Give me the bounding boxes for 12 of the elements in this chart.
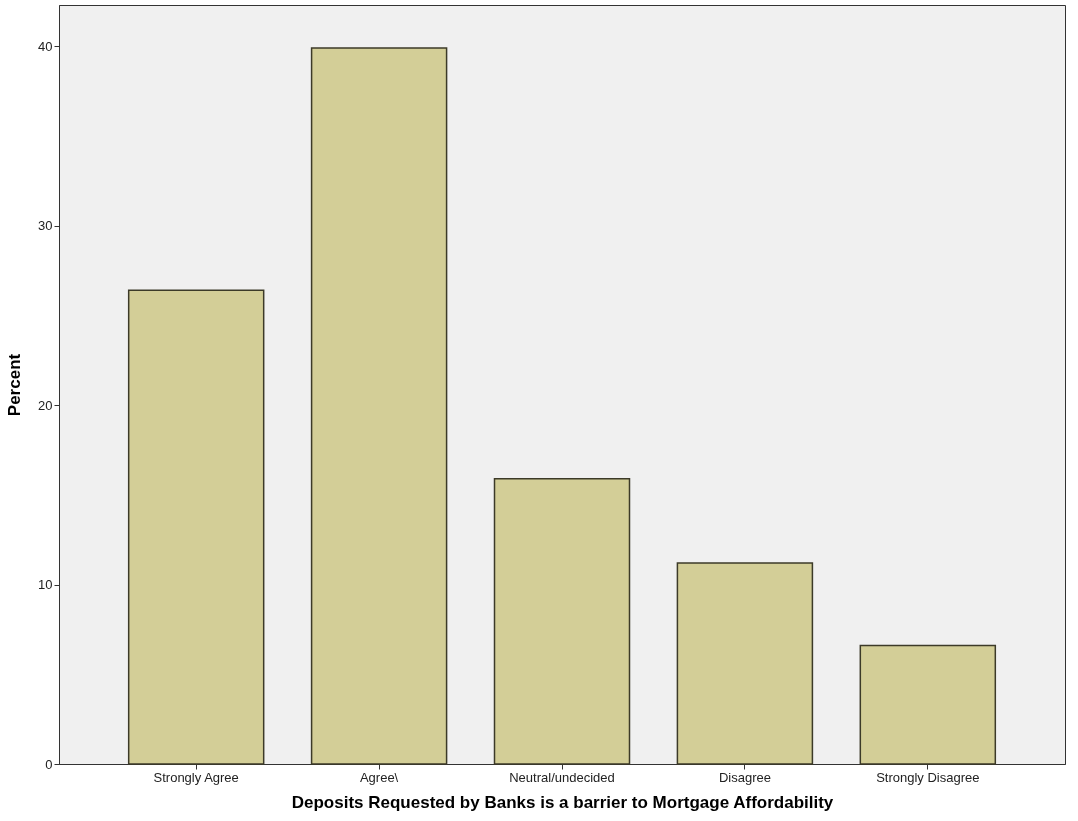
y-tick-label: 0	[45, 756, 53, 772]
y-tick-label: 10	[38, 577, 53, 593]
y-axis-title: Percent	[5, 353, 25, 417]
x-tick-label: Agree\	[359, 769, 399, 785]
y-tick-label: 20	[38, 397, 53, 413]
x-tick-label: Neutral/undecided	[509, 769, 615, 785]
x-axis-title: Deposits Requested by Banks is a barrier to Mortgage Affordability	[291, 792, 834, 812]
x-tick-label: Strongly Disagree	[876, 769, 980, 785]
y-tick-label: 40	[38, 38, 53, 54]
y-tick-label: 30	[38, 218, 53, 234]
x-tick-label: Disagree	[718, 769, 771, 785]
x-tick-label: Strongly Agree	[153, 769, 239, 785]
